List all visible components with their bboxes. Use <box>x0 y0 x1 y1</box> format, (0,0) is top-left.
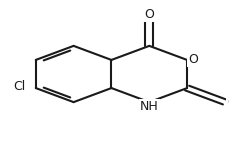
Text: O: O <box>144 8 154 21</box>
Text: O: O <box>187 53 197 66</box>
Text: Cl: Cl <box>14 80 26 93</box>
Text: NH: NH <box>139 100 158 113</box>
Text: O: O <box>226 96 229 109</box>
